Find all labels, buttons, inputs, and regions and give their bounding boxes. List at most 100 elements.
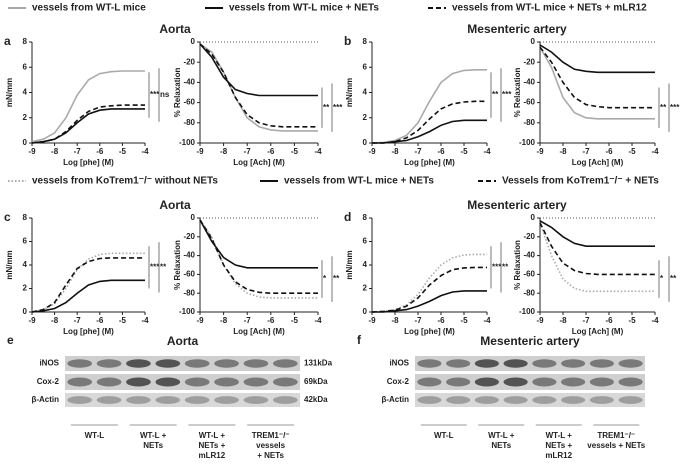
y-tick-label: 6 <box>23 62 28 71</box>
x-tick-label: -9 <box>536 316 544 325</box>
x-tick-label: -6 <box>437 147 445 156</box>
blot-band <box>503 377 528 387</box>
y-tick-label: 0 <box>363 138 368 147</box>
blot-row-label: Cox-2 <box>37 377 60 386</box>
blot-band <box>532 377 557 387</box>
x-tick-label: -6 <box>267 316 275 325</box>
series-line <box>199 43 318 128</box>
blot-strip <box>65 374 300 390</box>
sig-label: * <box>660 274 664 283</box>
blot-band <box>589 359 614 368</box>
y-tick-label: 8 <box>23 37 28 46</box>
x-axis-label: Log [Ach] (M) <box>572 158 624 167</box>
blot-band <box>96 396 122 404</box>
group-label: WT-L <box>434 431 454 440</box>
y-tick-label: -60 <box>523 270 535 279</box>
series-line <box>539 46 655 120</box>
blot-row-label: Cox-2 <box>387 377 410 386</box>
panel-label: d <box>344 210 351 224</box>
legend-label: vessels from WT-L mice + NETs <box>284 176 434 187</box>
y-tick-label: -20 <box>183 57 195 66</box>
blot-band <box>126 377 151 387</box>
x-tick-label: -7 <box>414 147 422 156</box>
blot-band <box>184 359 210 368</box>
x-tick-label: -5 <box>628 147 636 156</box>
y-tick-label: -20 <box>523 232 535 241</box>
sig-label: ** <box>502 262 509 271</box>
x-tick-label: -7 <box>244 316 252 325</box>
x-tick-label: -8 <box>391 147 399 156</box>
blot-band <box>126 359 151 368</box>
x-tick-label: -4 <box>483 316 491 325</box>
blot-band <box>184 396 210 404</box>
y-tick-label: 0 <box>23 138 28 147</box>
y-tick-label: 0 <box>23 307 28 316</box>
series-line <box>199 219 318 269</box>
blot-band <box>243 396 269 404</box>
x-tick-label: -5 <box>460 147 468 156</box>
x-tick-label: -8 <box>220 147 228 156</box>
blot-band <box>532 359 557 368</box>
y-tick-label: 2 <box>23 113 28 122</box>
blot-band <box>446 359 471 368</box>
group-label: WT-L + <box>140 431 167 440</box>
blot-band <box>272 396 298 404</box>
x-tick-label: -6 <box>605 316 613 325</box>
blot-title: Mesenteric artery <box>480 334 580 348</box>
x-tick-label: -9 <box>28 316 36 325</box>
blot-band <box>503 359 528 368</box>
blot-band <box>417 396 442 404</box>
x-tick-label: -4 <box>314 147 322 156</box>
y-axis-label: mN/mm <box>345 250 354 279</box>
blot-band <box>474 377 499 387</box>
x-tick-label: -6 <box>267 147 275 156</box>
group-label: TREM1⁻/⁻ <box>252 431 290 440</box>
y-tick-label: -60 <box>183 270 195 279</box>
series-line <box>31 252 145 313</box>
x-tick-label: -6 <box>96 316 104 325</box>
series-line <box>539 44 655 74</box>
y-tick-label: -40 <box>523 251 535 260</box>
series-line <box>372 100 487 144</box>
y-tick-label: 4 <box>363 260 368 269</box>
x-axis-label: Log [Ach] (M) <box>572 327 624 336</box>
x-tick-label: -7 <box>582 147 590 156</box>
x-tick-label: -5 <box>460 316 468 325</box>
legend-label: vessels from KoTrem1⁻/⁻ without NETs <box>32 176 218 187</box>
series-line <box>539 220 655 247</box>
x-tick-label: -6 <box>437 316 445 325</box>
y-tick-label: 4 <box>23 88 28 97</box>
group-label: + NETs <box>257 451 284 460</box>
legend-label: vessels from WT-L mice <box>32 3 146 14</box>
x-tick-label: -9 <box>196 147 204 156</box>
blot-band <box>155 396 181 404</box>
series-line <box>372 290 487 313</box>
series-line <box>199 219 318 294</box>
y-tick-label: 2 <box>363 284 368 293</box>
sig-label: ** <box>333 274 340 283</box>
blot-band <box>618 359 643 368</box>
x-axis-label: Log [phe] (M) <box>63 158 114 167</box>
x-tick-label: -5 <box>291 147 299 156</box>
blot-band <box>446 396 471 404</box>
blot-row-label: iNOS <box>389 359 409 368</box>
x-tick-label: -8 <box>391 316 399 325</box>
y-tick-label: 4 <box>363 88 368 97</box>
group-label: mLR12 <box>199 451 226 460</box>
sig-label: *** <box>333 103 343 112</box>
blot-row-label: β-Actin <box>381 395 409 404</box>
y-tick-label: -80 <box>183 288 195 297</box>
y-tick-label: 6 <box>363 62 368 71</box>
blot-band <box>446 377 471 387</box>
x-tick-label: -4 <box>314 316 322 325</box>
blot-band <box>184 377 210 387</box>
x-tick-label: -4 <box>651 316 659 325</box>
y-tick-label: -20 <box>183 232 195 241</box>
blot-band <box>618 377 643 387</box>
group-label: WT-L <box>85 431 105 440</box>
blot-band <box>96 377 122 387</box>
x-tick-label: -9 <box>368 316 376 325</box>
y-tick-label: 0 <box>531 213 536 222</box>
x-tick-label: -4 <box>141 316 149 325</box>
